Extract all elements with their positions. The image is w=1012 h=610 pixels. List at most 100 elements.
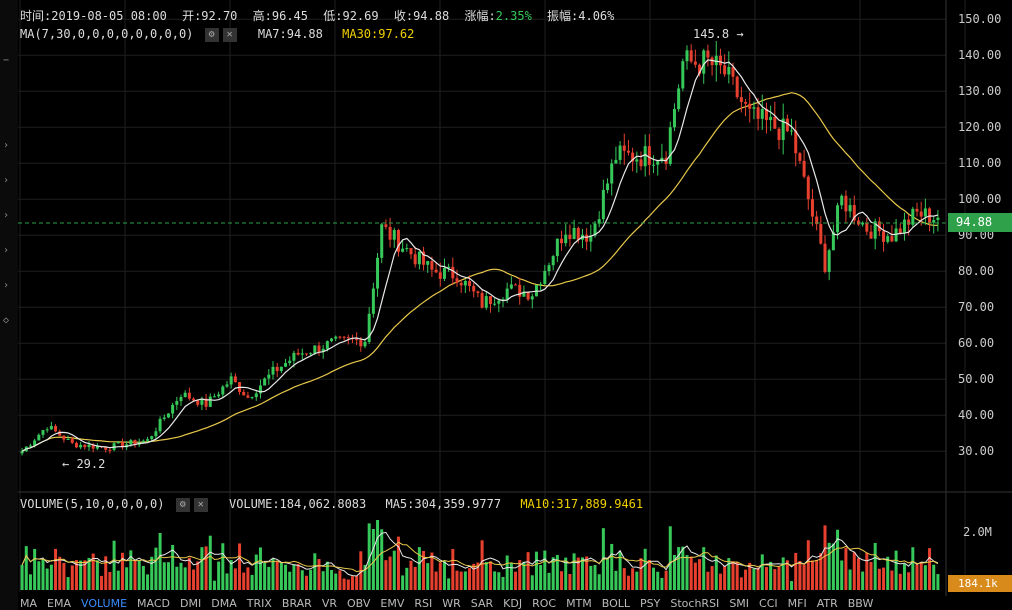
candle-body (70, 439, 74, 443)
volume-bar (221, 543, 225, 590)
candle-body (706, 50, 710, 58)
candle-body (284, 363, 288, 367)
close-icon[interactable]: ✕ (222, 27, 237, 42)
volume-bar (928, 548, 932, 590)
tab-wr[interactable]: WR (442, 597, 461, 610)
candle-body (409, 248, 413, 255)
gear-icon[interactable]: ⚙ (204, 27, 219, 42)
candle-body (263, 378, 267, 386)
volume-bar (668, 526, 672, 590)
candle-body (698, 64, 702, 74)
toolbar-icon[interactable]: › (3, 245, 10, 256)
volume-bar (162, 562, 166, 590)
tab-atr[interactable]: ATR (816, 597, 838, 610)
tab-boll[interactable]: BOLL (601, 597, 631, 610)
candle-body (551, 256, 555, 266)
volume-bar (488, 561, 492, 590)
candle-body (610, 163, 614, 184)
candle-body (309, 353, 313, 355)
candle-body (275, 366, 279, 371)
volume-bar (677, 547, 681, 590)
tab-psy[interactable]: PSY (640, 597, 661, 610)
toolbar-icon[interactable]: › (3, 175, 10, 186)
candle-body (242, 391, 246, 396)
volume-bar (171, 544, 175, 590)
candle-body (342, 336, 346, 338)
candle-body (91, 444, 95, 449)
change-value: 2.35% (495, 9, 532, 23)
tab-smi[interactable]: SMI (729, 597, 750, 610)
toolbar-icon[interactable]: › (3, 280, 10, 291)
gear-icon[interactable]: ⚙ (175, 497, 190, 512)
candle-body (62, 435, 66, 440)
tab-obv[interactable]: OBV (347, 597, 371, 610)
tab-mtm[interactable]: MTM (566, 597, 592, 610)
volume-bar (254, 554, 258, 590)
tab-dma[interactable]: DMA (211, 597, 237, 610)
volume-bar (250, 574, 254, 590)
volume-bar (589, 565, 593, 590)
tab-roc[interactable]: ROC (532, 597, 557, 610)
tab-brar[interactable]: BRAR (281, 597, 312, 610)
toolbar-icon[interactable]: › (3, 140, 10, 151)
volume-bar (196, 561, 200, 590)
toolbar-icon[interactable]: ◇ (3, 315, 10, 326)
candle-body (321, 348, 325, 352)
volume-bar (246, 567, 250, 590)
candle-body (894, 228, 898, 242)
candle-body (330, 338, 334, 342)
volume-bar (672, 554, 676, 590)
tab-macd[interactable]: MACD (137, 597, 171, 610)
price-tick-label: 80.00 (958, 264, 994, 278)
candle-body (133, 440, 137, 445)
candle-body (338, 336, 342, 338)
ma7-series (21, 59, 939, 452)
volume-bar (58, 556, 62, 590)
price-tick-label: 130.00 (958, 84, 1001, 98)
tab-stochrsi[interactable]: StochRSI (670, 597, 720, 610)
tab-vr[interactable]: VR (321, 597, 337, 610)
volume-bar (509, 563, 513, 590)
candle-body (865, 222, 869, 232)
close-icon[interactable]: ✕ (193, 497, 208, 512)
tab-bbw[interactable]: BBW (847, 597, 874, 610)
candle-body (484, 296, 488, 308)
candle-body (886, 236, 890, 242)
tab-emv[interactable]: EMV (380, 597, 405, 610)
tab-rsi[interactable]: RSI (414, 597, 433, 610)
candle-body (530, 296, 534, 300)
tab-kdj[interactable]: KDJ (503, 597, 523, 610)
tab-trix[interactable]: TRIX (246, 597, 272, 610)
volume-bar (660, 577, 664, 590)
candle-body (823, 243, 827, 272)
volume-bar (70, 565, 74, 590)
candle-body (911, 208, 915, 225)
candle-body (744, 102, 748, 104)
toolbar-icon[interactable]: › (3, 210, 10, 221)
tab-volume[interactable]: VOLUME (80, 597, 128, 610)
high-label: 高:96.45 (252, 9, 309, 23)
candle-body (723, 65, 727, 75)
tab-sar[interactable]: SAR (470, 597, 494, 610)
candle-body (526, 291, 530, 300)
volume-bar (192, 569, 196, 590)
candle-body (405, 248, 409, 250)
volume-bar (606, 558, 610, 590)
volume-bar (317, 559, 321, 590)
volume-bar (568, 573, 572, 590)
tab-ema[interactable]: EMA (47, 597, 71, 610)
volume-bar (183, 567, 187, 590)
tab-ma[interactable]: MA (20, 597, 38, 610)
volume-bar (777, 566, 781, 590)
volume-bar (760, 554, 764, 590)
tab-cci[interactable]: CCI (759, 597, 778, 610)
volume-bar (547, 572, 551, 590)
toolbar-icon[interactable]: − (3, 55, 10, 66)
left-toolbar: − › › › › › ◇ (0, 0, 18, 610)
volume-bar (426, 563, 430, 590)
volume-bar (526, 552, 530, 590)
candle-body (593, 223, 597, 236)
tab-mfi[interactable]: MFI (787, 597, 807, 610)
volume-bar (91, 553, 95, 590)
tab-dmi[interactable]: DMI (180, 597, 202, 610)
